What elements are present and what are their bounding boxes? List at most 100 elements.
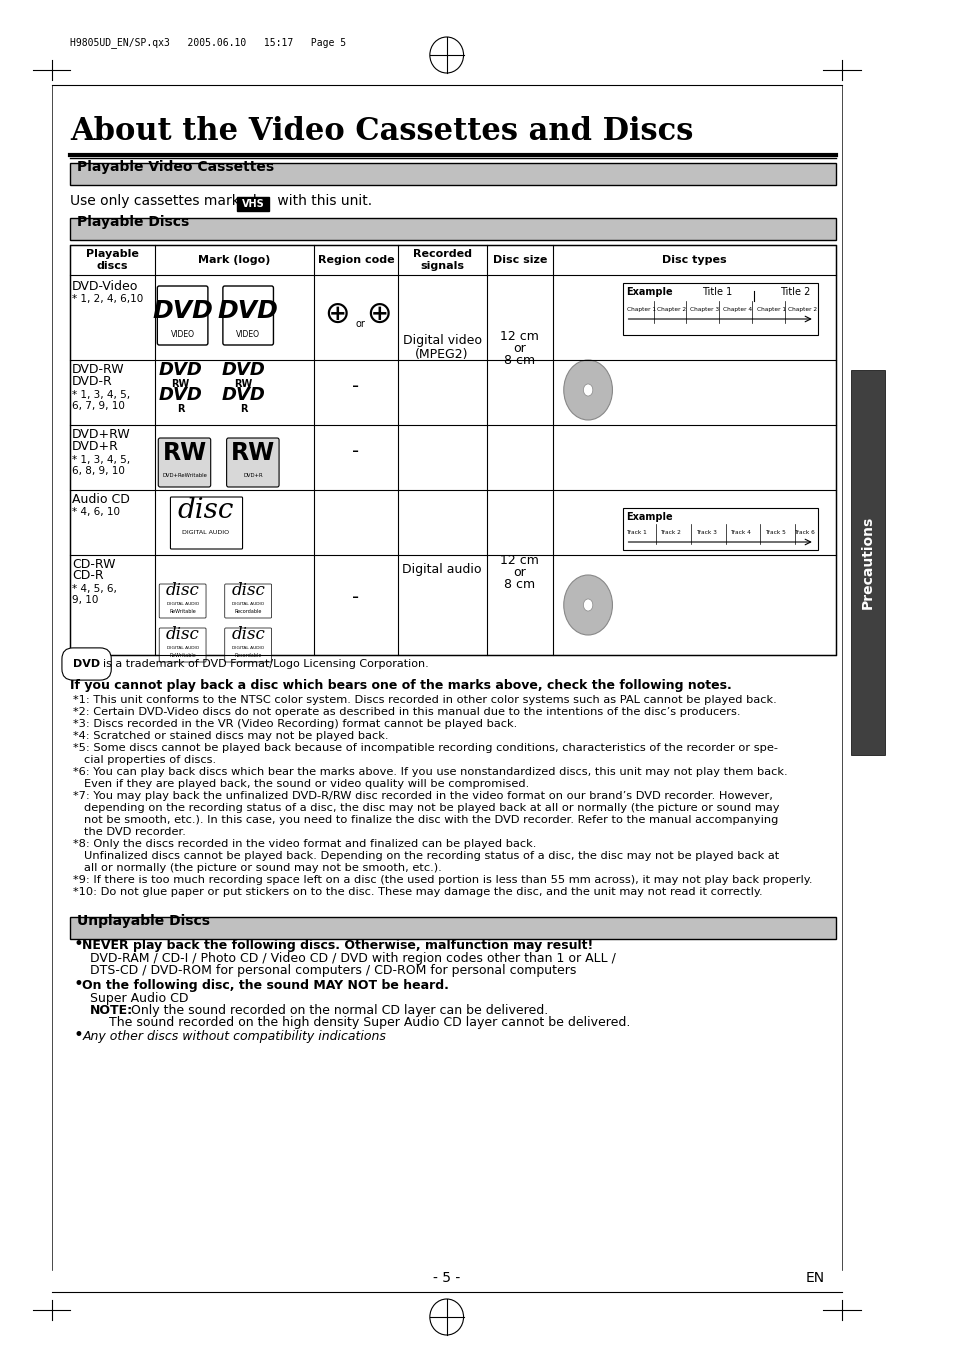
Text: not be smooth, etc.). In this case, you need to finalize the disc with the DVD r: not be smooth, etc.). In this case, you … [84,815,778,825]
Text: * 1, 3, 4, 5,: * 1, 3, 4, 5, [72,455,131,465]
Text: DIGITAL AUDIO: DIGITAL AUDIO [167,646,198,650]
Text: Disc types: Disc types [661,255,726,265]
Text: disc: disc [166,626,199,643]
Text: Audio CD: Audio CD [72,493,130,507]
Text: * 1, 2, 4, 6,10: * 1, 2, 4, 6,10 [72,295,143,304]
Ellipse shape [583,598,592,611]
Text: Digital audio: Digital audio [402,562,481,576]
FancyBboxPatch shape [236,197,269,211]
Text: DIGITAL AUDIO: DIGITAL AUDIO [232,603,264,607]
Text: Even if they are played back, the sound or video quality will be compromised.: Even if they are played back, the sound … [84,780,529,789]
Text: Chapter 1: Chapter 1 [756,307,785,312]
Text: Playable Video Cassettes: Playable Video Cassettes [76,159,274,174]
Text: Unfinalized discs cannot be played back. Depending on the recording status of a : Unfinalized discs cannot be played back.… [84,851,779,861]
Text: DVD: DVD [152,299,213,323]
Text: DVD: DVD [221,386,265,404]
Text: Playable
discs: Playable discs [86,249,139,270]
Text: -: - [352,588,359,607]
Text: R: R [239,404,247,413]
Text: Example: Example [626,512,673,521]
Text: 8 cm: 8 cm [503,578,535,592]
Text: 6, 8, 9, 10: 6, 8, 9, 10 [72,466,125,476]
Text: Super Audio CD: Super Audio CD [90,992,188,1005]
Text: ReWritable: ReWritable [169,653,195,658]
Text: Recorded
signals: Recorded signals [413,249,472,270]
Text: Track 6: Track 6 [793,530,814,535]
Text: DVD: DVD [217,299,278,323]
Text: -: - [352,377,359,396]
Text: *3: Discs recorded in the VR (Video Recording) format cannot be played back.: *3: Discs recorded in the VR (Video Reco… [73,719,517,730]
Text: Track 1: Track 1 [626,530,646,535]
Text: (MPEG2): (MPEG2) [415,349,468,361]
Text: Track 3: Track 3 [695,530,716,535]
Text: Use only cassettes marked: Use only cassettes marked [71,195,261,208]
FancyBboxPatch shape [171,497,242,549]
Ellipse shape [583,384,592,396]
Text: Chapter 2: Chapter 2 [787,307,816,312]
Text: DVD+ReWritable: DVD+ReWritable [162,473,207,478]
FancyBboxPatch shape [158,438,211,486]
Text: RW: RW [231,440,274,465]
Text: DIGITAL AUDIO: DIGITAL AUDIO [232,646,264,650]
Text: Chapter 2: Chapter 2 [657,307,686,312]
Text: VIDEO: VIDEO [171,330,194,339]
Text: Title 2: Title 2 [780,286,810,297]
Text: disc: disc [231,582,265,598]
Text: DVD: DVD [221,361,265,380]
Ellipse shape [563,359,612,420]
Text: •: • [73,1025,83,1044]
Text: *8: Only the discs recorded in the video format and finalized can be played back: *8: Only the discs recorded in the video… [73,839,536,848]
FancyBboxPatch shape [159,584,206,617]
Text: 9, 10: 9, 10 [72,594,98,605]
Text: Track 5: Track 5 [764,530,785,535]
FancyBboxPatch shape [227,438,279,486]
Text: or: or [513,342,525,355]
Text: * 4, 5, 6,: * 4, 5, 6, [72,584,117,594]
Ellipse shape [563,576,612,635]
Bar [622,508,817,550]
Text: -: - [352,442,359,461]
Text: Precautions: Precautions [861,516,874,609]
Text: Disc size: Disc size [492,255,546,265]
Text: RW: RW [162,440,207,465]
Text: *7: You may play back the unfinalized DVD-R/RW disc recorded in the video format: *7: You may play back the unfinalized DV… [73,790,772,801]
FancyBboxPatch shape [225,584,272,617]
Text: Chapter 3: Chapter 3 [689,307,719,312]
Text: with this unit.: with this unit. [273,195,372,208]
Bar [71,917,836,939]
Bar [71,163,836,185]
Text: The sound recorded on the high density Super Audio CD layer cannot be delivered.: The sound recorded on the high density S… [109,1016,629,1029]
Text: disc: disc [231,626,265,643]
Text: Mark (logo): Mark (logo) [197,255,270,265]
Text: DVD: DVD [158,361,202,380]
Text: - 5 -: - 5 - [433,1271,460,1285]
Bar [622,282,817,335]
Text: CD-R: CD-R [72,569,104,582]
Text: Region code: Region code [317,255,394,265]
Text: •: • [73,975,83,993]
Text: ⊕: ⊕ [324,300,350,330]
Text: *5: Some discs cannot be played back because of incompatible recording condition: *5: Some discs cannot be played back bec… [73,743,778,753]
Text: is a trademark of DVD Format/Logo Licensing Corporation.: is a trademark of DVD Format/Logo Licens… [103,659,428,669]
Text: VIDEO: VIDEO [236,330,260,339]
Text: Recordable: Recordable [234,653,261,658]
Text: ⊕: ⊕ [366,300,392,330]
Text: DVD: DVD [73,659,100,669]
Bar [71,218,836,240]
Text: or: or [513,566,525,580]
Text: NOTE:: NOTE: [90,1004,132,1017]
Text: * 4, 6, 10: * 4, 6, 10 [72,507,120,517]
Text: DTS-CD / DVD-ROM for personal computers / CD-ROM for personal computers: DTS-CD / DVD-ROM for personal computers … [90,965,576,977]
Text: Only the sound recorded on the normal CD layer can be delivered.: Only the sound recorded on the normal CD… [131,1004,548,1017]
Text: Track 2: Track 2 [659,530,680,535]
Bar [850,370,884,755]
Text: VHS: VHS [241,199,264,209]
Text: *10: Do not glue paper or put stickers on to the disc. These may damage the disc: *10: Do not glue paper or put stickers o… [73,888,761,897]
Text: *6: You can play back discs which bear the marks above. If you use nonstandardiz: *6: You can play back discs which bear t… [73,767,787,777]
Text: R: R [177,404,184,413]
FancyBboxPatch shape [223,286,274,345]
Text: Track 4: Track 4 [730,530,751,535]
Text: 12 cm: 12 cm [499,330,538,343]
Text: DIGITAL AUDIO: DIGITAL AUDIO [167,603,198,607]
Text: DVD-R: DVD-R [72,376,112,388]
